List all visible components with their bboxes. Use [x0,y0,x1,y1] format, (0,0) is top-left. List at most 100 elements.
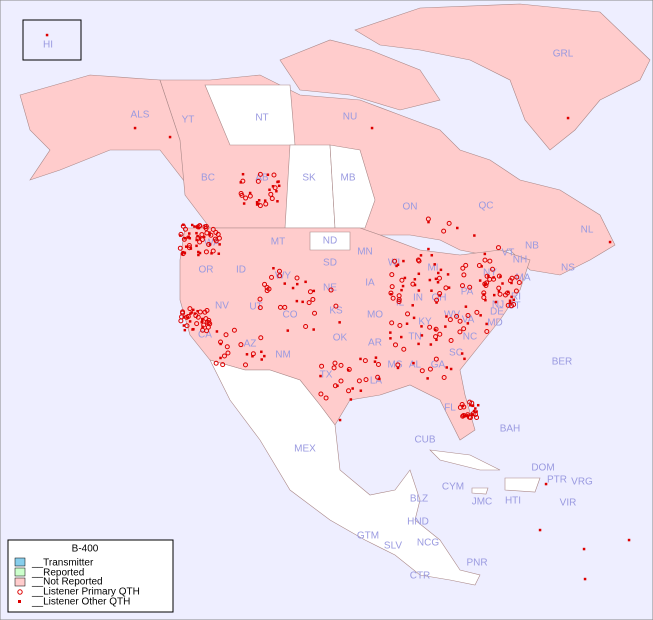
listener-other [260,358,263,361]
listener-primary [389,272,395,278]
listener-primary [269,274,275,280]
listener-other [510,281,513,285]
listener-other [275,189,278,193]
listener-primary [276,268,282,274]
region-label: ND [323,236,337,247]
listener-primary [224,344,230,350]
listener-other [45,33,49,37]
region-label: NY [483,268,497,279]
listener-other [251,354,254,358]
region-label: BAH [500,424,521,435]
listener-primary [332,360,338,366]
greenland [354,3,651,151]
listener-other [417,272,421,276]
listener-primary [307,289,313,295]
listener-primary [461,404,467,410]
listener-other [184,245,188,248]
listener-primary [436,275,442,281]
listener-primary [223,332,229,338]
listener-primary [474,309,480,315]
listener-other [419,254,423,257]
listener-other [583,577,587,581]
listener-other [183,251,187,255]
listener-other [200,320,204,324]
listener-primary [195,314,201,320]
listener-other [420,334,424,337]
listener-other [476,403,480,407]
listener-primary [221,353,227,359]
listener-primary [231,327,237,333]
listener-primary [457,329,463,335]
listener-other [464,305,468,308]
listener-other [201,317,204,321]
region-label: FL [444,403,456,414]
legend-label: __Reported [31,568,84,579]
listener-other [359,389,363,392]
region-label: CTR [410,571,431,582]
listener-primary [210,226,216,232]
listener-other [242,202,246,205]
listener-primary [257,171,263,177]
listener-primary [200,327,206,333]
listener-primary [469,400,475,406]
listener-other [403,276,407,280]
listener-other [417,289,421,292]
listener-primary [448,337,454,343]
listener-other [401,284,405,288]
listener-primary [446,220,452,226]
listener-other [445,366,448,369]
listener-primary [185,313,191,319]
listener-primary [333,303,339,309]
listener-other [508,299,512,303]
listener-other [469,404,472,407]
listener-other [402,259,405,263]
listener-primary [491,276,497,282]
listener-other [338,418,342,422]
listener-primary [496,273,502,279]
listener-other [208,231,211,234]
listener-other [193,225,196,228]
listener-primary [243,195,249,201]
listener-primary [397,323,403,329]
listener-primary [390,295,396,301]
listener-other [268,188,271,192]
region-label: VIR [560,498,577,509]
listener-primary [319,363,325,369]
listener-other [182,223,185,226]
listener-other [396,366,400,370]
arctic-islands [279,39,441,111]
region-label: MEX [294,444,316,455]
listener-primary [346,388,352,394]
listener-primary [210,248,216,254]
listener-primary [205,324,211,330]
listener-primary [484,328,490,334]
listener-other [510,295,513,299]
listener-primary [443,285,449,291]
listener-other [456,226,459,230]
listener-other [484,298,487,302]
listener-primary [323,395,329,401]
listener-primary [509,275,515,281]
listener-other [198,251,202,255]
listener-primary [396,299,402,305]
region-label: SLV [384,541,402,552]
listener-primary [482,257,488,263]
listener-primary [258,335,264,341]
listener-primary [312,310,318,316]
listener-other [197,253,200,257]
listener-primary [459,283,465,289]
hispaniola [504,477,541,493]
listener-other [396,263,400,266]
listener-primary [255,178,261,184]
region-label: DE [490,307,504,318]
hawaii-inset [22,19,82,61]
legend [7,539,174,613]
listener-other [436,280,440,284]
listener-primary [454,313,460,319]
listener-other [191,328,194,331]
listener-other [411,304,414,307]
listener-primary [511,302,517,308]
listener-primary [375,362,381,368]
listener-other [338,321,341,324]
listener-primary [331,365,337,371]
